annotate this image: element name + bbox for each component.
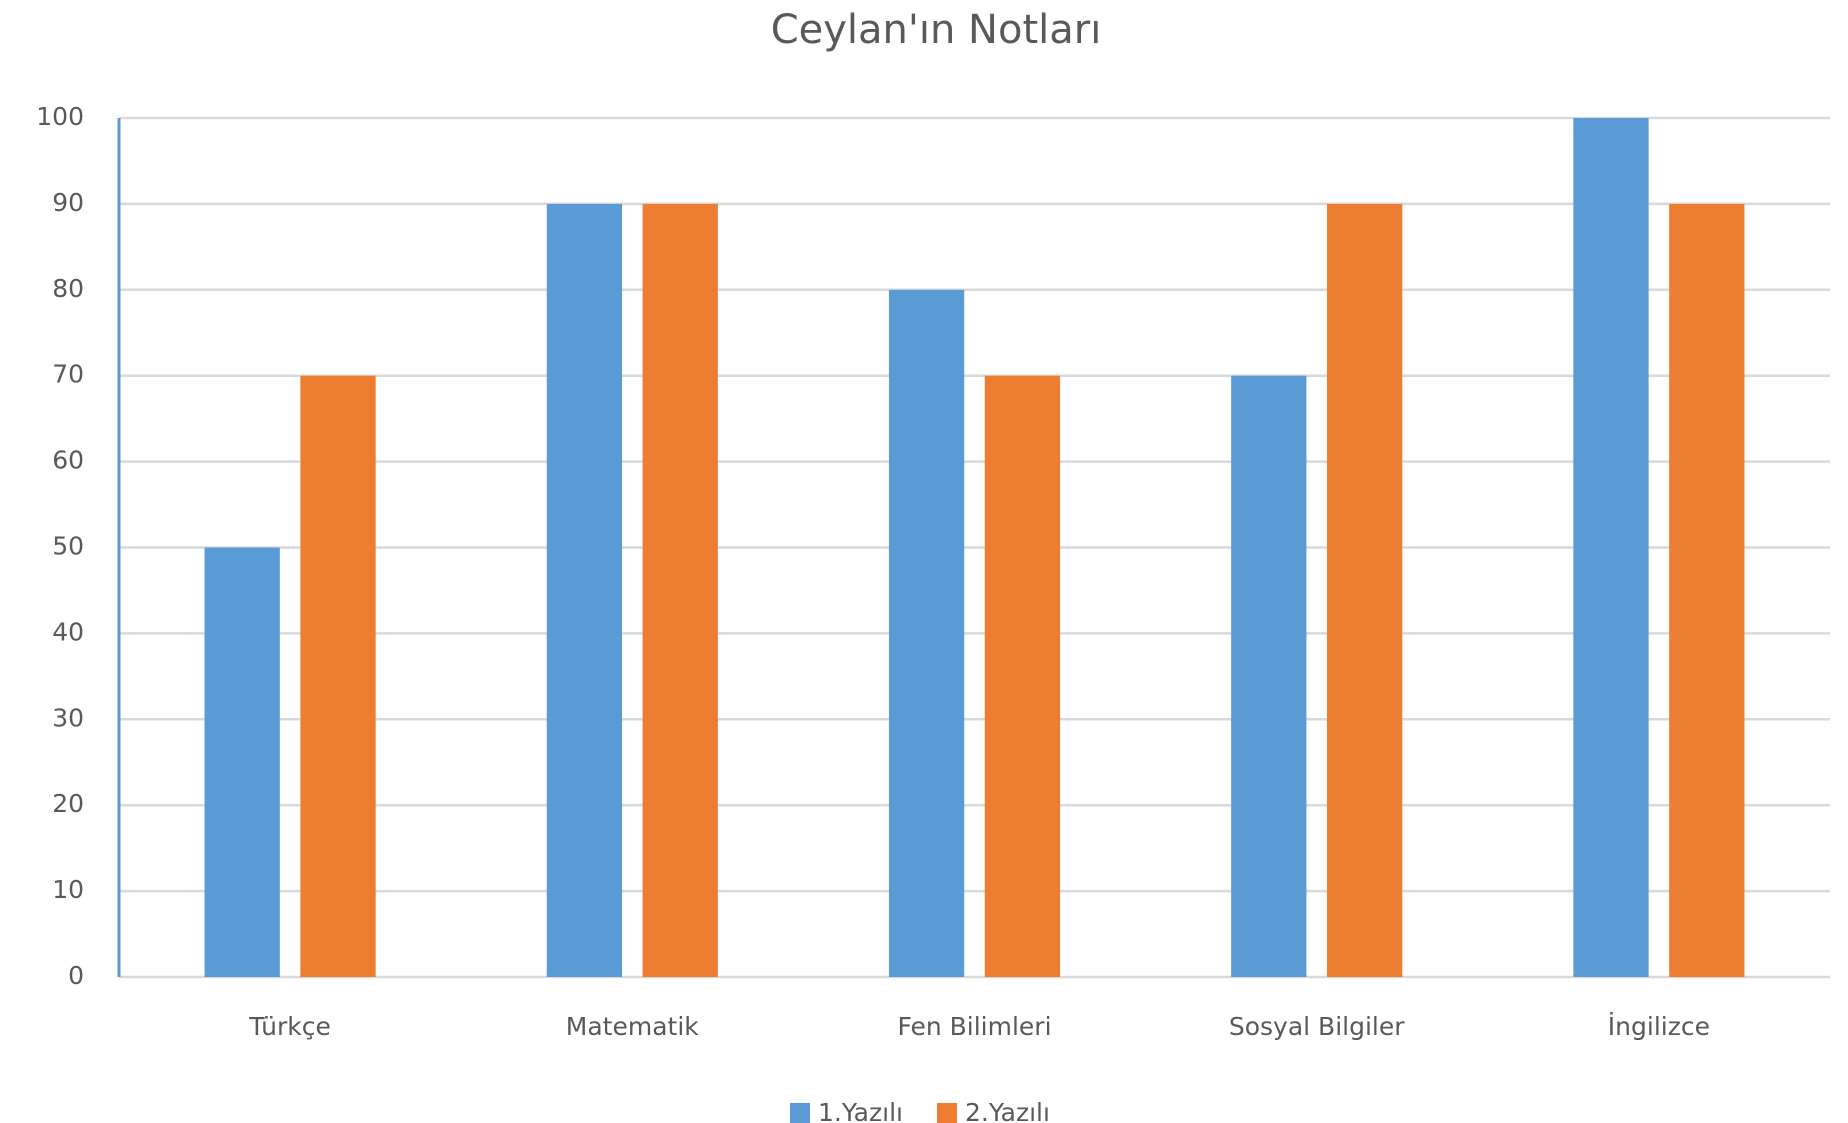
bar — [1326, 203, 1403, 977]
bar — [984, 375, 1061, 977]
bar — [546, 203, 623, 977]
y-tick-label: 90 — [52, 188, 84, 217]
y-tick-label: 60 — [52, 446, 84, 475]
legend-swatch — [936, 1103, 957, 1123]
x-tick-label: Türkçe — [248, 1012, 331, 1041]
bar — [1231, 375, 1307, 977]
legend-swatch — [790, 1103, 810, 1123]
y-tick-label: 30 — [52, 703, 84, 732]
y-tick-label: 50 — [52, 532, 84, 561]
x-tick-label: Sosyal Bilgiler — [1229, 1012, 1405, 1041]
x-tick-label: Fen Bilimleri — [897, 1012, 1051, 1041]
bar — [1669, 203, 1745, 977]
y-tick-label: 70 — [52, 360, 84, 389]
legend-label: 1.Yazılı — [818, 1098, 903, 1123]
bar — [642, 203, 718, 977]
legend-label: 2.Yazılı — [965, 1098, 1050, 1123]
y-tick-label: 20 — [52, 789, 84, 818]
x-tick-label: İngilizce — [1608, 1012, 1710, 1041]
y-tick-label: 0 — [68, 961, 84, 990]
y-tick-label: 100 — [36, 102, 84, 131]
x-tick-label: Matematik — [566, 1012, 699, 1041]
y-tick-label: 80 — [52, 274, 84, 303]
bar — [1573, 118, 1649, 977]
y-tick-label: 10 — [52, 875, 84, 904]
bar — [888, 289, 965, 977]
bar — [204, 547, 280, 977]
y-tick-label: 40 — [52, 617, 84, 646]
bar — [300, 375, 376, 977]
chart-title: Ceylan'ın Notları — [771, 7, 1102, 53]
